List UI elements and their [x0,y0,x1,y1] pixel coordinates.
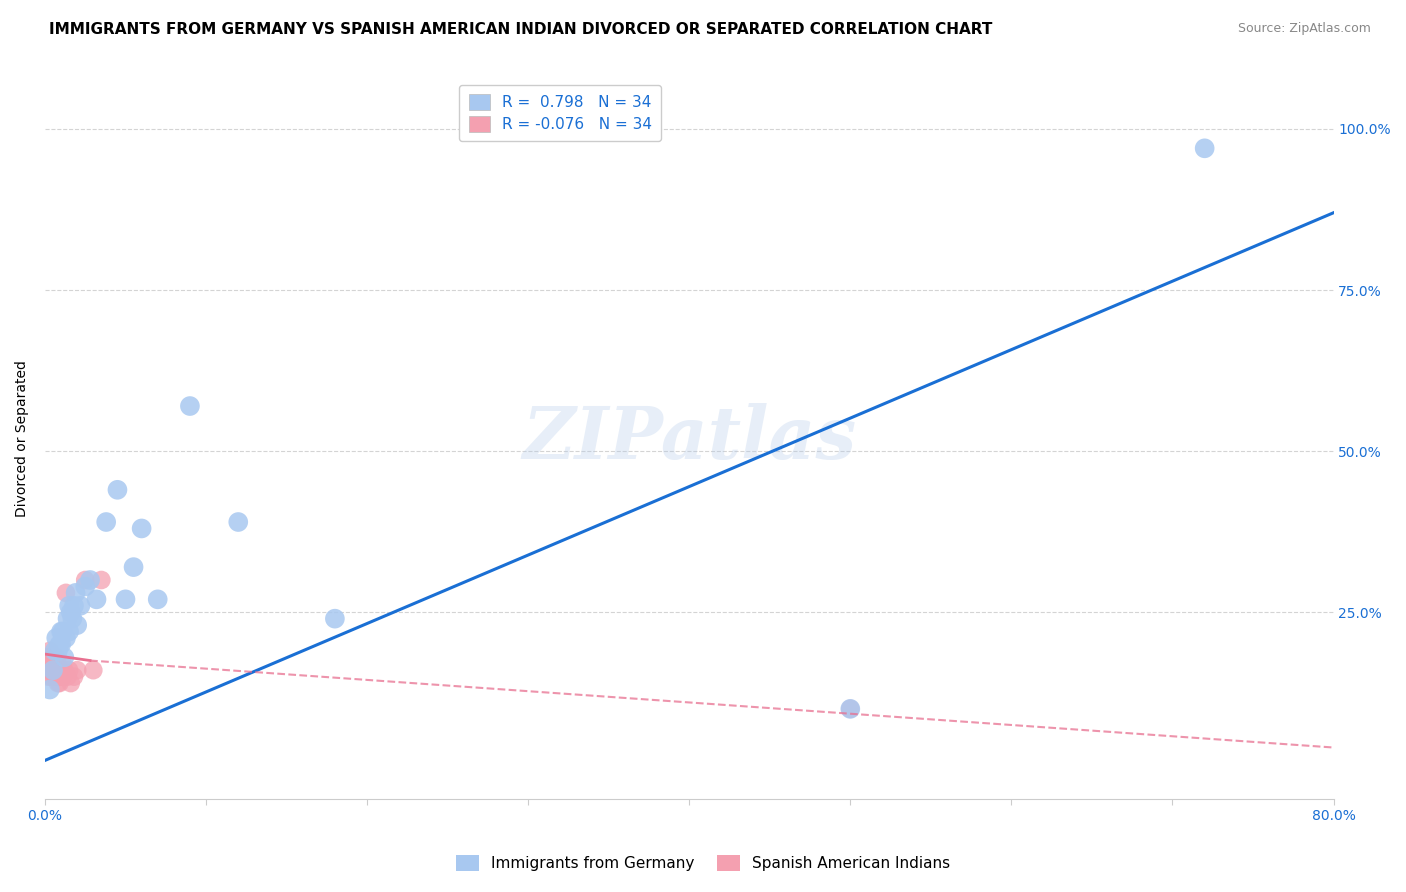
Point [59,676,82,690]
Point [45,631,67,645]
Point [41,670,63,684]
Point [48,663,70,677]
Point [46,657,69,671]
Point [66,663,89,677]
Point [45,650,67,665]
Point [49,663,72,677]
Point [75,573,97,587]
Point [49,637,72,651]
Point [839,702,862,716]
Text: ZIPatlas: ZIPatlas [522,403,856,474]
Point [90,573,112,587]
Point [48,637,70,651]
Point [55,586,77,600]
Point [1194,141,1216,155]
Point [52,624,75,639]
Point [45,663,67,677]
Point [45,670,67,684]
Point [56,612,79,626]
Y-axis label: Divorced or Separated: Divorced or Separated [15,359,30,516]
Point [82,663,104,677]
Point [37,670,59,684]
Point [53,663,76,677]
Point [52,657,75,671]
Point [38,682,60,697]
Point [41,657,63,671]
Text: IMMIGRANTS FROM GERMANY VS SPANISH AMERICAN INDIAN DIVORCED OR SEPARATED CORRELA: IMMIGRANTS FROM GERMANY VS SPANISH AMERI… [49,22,993,37]
Point [46,663,69,677]
Point [58,599,80,613]
Point [63,670,86,684]
Point [131,521,153,535]
Point [86,592,108,607]
Point [60,612,83,626]
Point [44,670,66,684]
Point [42,663,65,677]
Point [323,612,346,626]
Point [42,650,65,665]
Point [69,599,91,613]
Point [44,657,66,671]
Point [114,592,136,607]
Point [49,670,72,684]
Point [107,483,129,497]
Point [146,592,169,607]
Legend: R =  0.798   N = 34, R = -0.076   N = 34: R = 0.798 N = 34, R = -0.076 N = 34 [460,85,661,142]
Point [55,631,77,645]
Point [38,644,60,658]
Point [58,624,80,639]
Legend: Immigrants from Germany, Spanish American Indians: Immigrants from Germany, Spanish America… [450,849,956,877]
Point [226,515,249,529]
Point [53,650,76,665]
Text: Source: ZipAtlas.com: Source: ZipAtlas.com [1237,22,1371,36]
Point [839,702,862,716]
Point [46,676,69,690]
Point [66,618,89,632]
Point [75,579,97,593]
Point [122,560,145,574]
Point [58,663,80,677]
Point [179,399,201,413]
Point [59,605,82,619]
Point [49,624,72,639]
Point [46,644,69,658]
Point [79,573,101,587]
Point [63,599,86,613]
Point [48,670,70,684]
Point [44,644,66,658]
Point [38,663,60,677]
Point [48,676,70,690]
Point [37,650,59,665]
Point [52,670,75,684]
Point [65,586,87,600]
Point [96,515,118,529]
Point [42,663,65,677]
Point [56,670,79,684]
